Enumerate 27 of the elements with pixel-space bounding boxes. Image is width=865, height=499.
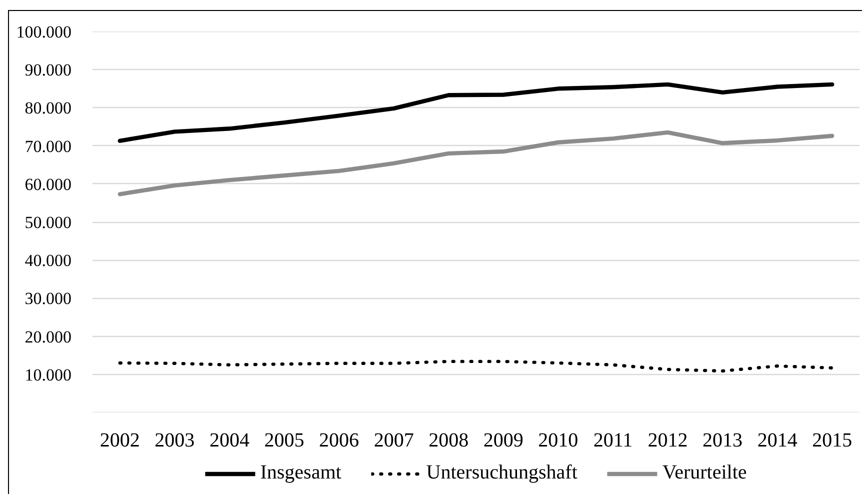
legend-label: Untersuchungshaft — [426, 462, 578, 484]
x-tick-label: 2010 — [538, 430, 578, 452]
legend-label: Insgesamt — [260, 462, 342, 484]
y-tick-label: 20.000 — [24, 327, 72, 346]
x-tick-label: 2003 — [154, 430, 195, 452]
x-tick-label: 2012 — [648, 430, 688, 452]
x-tick-label: 2015 — [812, 430, 852, 452]
x-tick-label: 2005 — [264, 430, 304, 452]
x-tick-label: 2007 — [374, 430, 414, 452]
y-tick-label: 50.000 — [24, 213, 72, 232]
x-tick-label: 2006 — [319, 430, 360, 452]
y-tick-label: 100.000 — [16, 22, 72, 42]
y-tick-label: 60.000 — [24, 174, 72, 194]
x-tick-label: 2009 — [483, 430, 524, 452]
y-tick-label: 30.000 — [24, 289, 72, 308]
y-tick-label: 10.000 — [24, 365, 72, 384]
legend-label: Verurteilte — [662, 462, 747, 484]
y-tick-label: 70.000 — [24, 136, 72, 156]
x-tick-label: 2008 — [428, 430, 469, 452]
y-tick-label: 90.000 — [24, 60, 72, 80]
x-tick-label: 2004 — [209, 430, 250, 452]
x-tick-label: 2011 — [593, 430, 633, 452]
x-tick-label: 2014 — [757, 430, 798, 452]
x-tick-label: 2002 — [100, 430, 140, 452]
x-tick-label: 2013 — [702, 430, 743, 452]
y-tick-label: 80.000 — [24, 98, 72, 118]
y-tick-label: 40.000 — [24, 251, 72, 270]
